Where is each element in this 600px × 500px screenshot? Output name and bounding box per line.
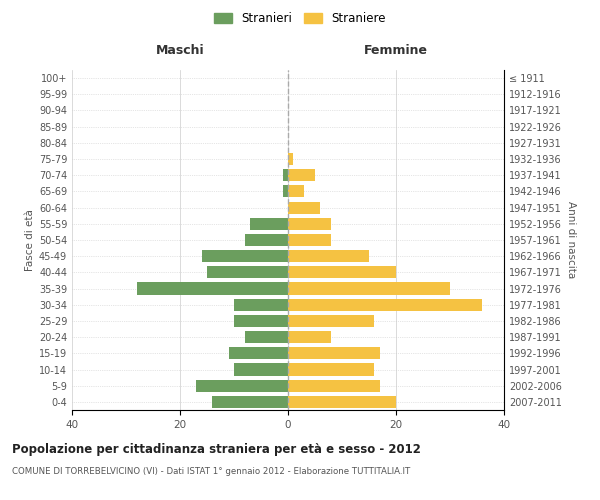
Bar — [283, 186, 288, 198]
Bar — [288, 331, 331, 343]
Bar — [288, 218, 331, 230]
Legend: Stranieri, Straniere: Stranieri, Straniere — [211, 8, 389, 28]
Bar — [245, 234, 288, 246]
Bar — [288, 380, 380, 392]
Bar — [234, 298, 288, 311]
Text: Popolazione per cittadinanza straniera per età e sesso - 2012: Popolazione per cittadinanza straniera p… — [12, 442, 421, 456]
Bar — [288, 348, 380, 360]
Bar — [288, 282, 450, 294]
Bar — [283, 169, 288, 181]
Bar — [288, 396, 396, 408]
Bar — [288, 298, 482, 311]
Bar — [196, 380, 288, 392]
Bar — [234, 315, 288, 327]
Y-axis label: Fasce di età: Fasce di età — [25, 209, 35, 271]
Bar — [288, 169, 315, 181]
Bar — [207, 266, 288, 278]
Bar — [288, 250, 369, 262]
Bar — [234, 364, 288, 376]
Bar — [202, 250, 288, 262]
Bar — [288, 364, 374, 376]
Text: Femmine: Femmine — [364, 44, 428, 58]
Bar — [288, 202, 320, 213]
Bar — [288, 315, 374, 327]
Y-axis label: Anni di nascita: Anni di nascita — [566, 202, 575, 278]
Bar — [137, 282, 288, 294]
Text: Maschi: Maschi — [155, 44, 205, 58]
Bar — [212, 396, 288, 408]
Bar — [250, 218, 288, 230]
Bar — [229, 348, 288, 360]
Bar — [245, 331, 288, 343]
Bar — [288, 153, 293, 165]
Bar — [288, 266, 396, 278]
Bar — [288, 186, 304, 198]
Text: COMUNE DI TORREBELVICINO (VI) - Dati ISTAT 1° gennaio 2012 - Elaborazione TUTTIT: COMUNE DI TORREBELVICINO (VI) - Dati IST… — [12, 468, 410, 476]
Bar — [288, 234, 331, 246]
